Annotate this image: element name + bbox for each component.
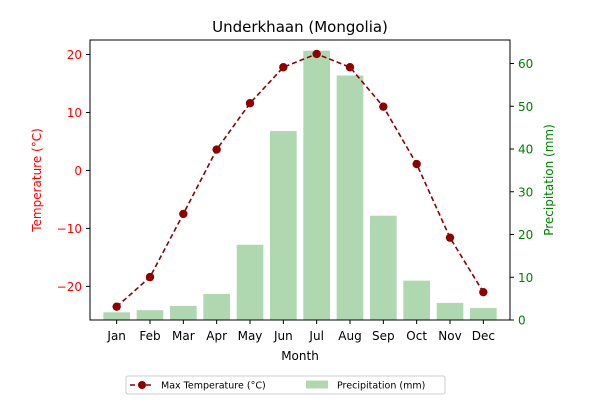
line-layer	[112, 49, 488, 311]
left-axis-label: Temperature (°C)	[30, 128, 44, 233]
right-y-tick-label: 0	[518, 314, 526, 328]
legend-bar-sample	[306, 380, 328, 389]
precipitation-bar	[270, 131, 297, 320]
right-y-tick-label: 50	[518, 100, 533, 114]
left-y-tick-label: −10	[57, 222, 82, 236]
x-tick-label: Jul	[308, 329, 323, 343]
legend-line-marker	[138, 381, 146, 389]
temperature-point	[112, 302, 121, 311]
temperature-point	[212, 145, 221, 154]
left-y-tick-label: 10	[67, 106, 82, 120]
temperature-point	[279, 63, 288, 72]
right-axis-label: Precipitation (mm)	[542, 124, 556, 236]
precipitation-bar	[303, 50, 330, 320]
temperature-point	[479, 287, 488, 297]
x-tick-label: Oct	[406, 329, 427, 343]
precipitation-bar	[370, 215, 397, 320]
legend-label-temperature: Max Temperature (°C)	[161, 381, 266, 392]
temperature-point	[312, 49, 321, 59]
right-y-tick-label: 40	[518, 143, 533, 157]
left-y-tick-label: 0	[74, 164, 82, 178]
precipitation-bar	[136, 310, 164, 320]
precipitation-bar	[336, 75, 364, 320]
left-y-tick-label: 20	[67, 48, 82, 62]
x-axis-label: Month	[281, 349, 319, 363]
temperature-point	[145, 272, 155, 282]
precipitation-bar	[236, 244, 264, 320]
x-tick-label: May	[238, 329, 263, 343]
x-tick-label: Sep	[372, 329, 395, 343]
x-tick-label: Apr	[206, 329, 227, 343]
x-tick-label: Nov	[438, 329, 461, 343]
x-tick-label: Dec	[472, 329, 495, 343]
right-y-tick-label: 20	[518, 228, 533, 242]
bars-layer	[103, 50, 497, 320]
temperature-point	[445, 233, 455, 242]
temperature-point	[379, 102, 388, 111]
precipitation-bar	[170, 305, 197, 320]
temperature-point	[412, 159, 421, 169]
right-y-tick-label: 30	[518, 185, 533, 199]
chart-legend: Max Temperature (°C) Precipitation (mm)	[125, 375, 446, 395]
plot-frame	[89, 39, 511, 321]
precipitation-bar	[203, 293, 230, 320]
precipitation-bar	[103, 312, 130, 320]
chart-title: Underkhaan (Mongolia)	[212, 18, 388, 36]
precipitation-bar	[403, 280, 430, 320]
right-y-tick-label: 60	[518, 57, 533, 71]
x-tick-label: Mar	[172, 329, 195, 343]
temperature-line	[116, 53, 485, 308]
temperature-point	[245, 98, 255, 108]
precipitation-bar	[436, 302, 464, 320]
right-y-tick-label: 10	[518, 271, 533, 285]
legend-label-precipitation: Precipitation (mm)	[337, 381, 425, 392]
temperature-point	[179, 209, 188, 219]
x-tick-label: Jan	[106, 329, 126, 343]
legend-frame	[125, 375, 446, 395]
x-tick-label: Aug	[338, 329, 361, 343]
precipitation-bar	[470, 308, 497, 320]
axes-layer: Jan Feb Mar Apr May Jun Jul Aug Sep Oct Nov Dec −20 −…	[57, 39, 533, 343]
temperature-point	[345, 63, 355, 72]
x-tick-label: Jun	[273, 329, 293, 343]
left-y-tick-label: −20	[57, 280, 82, 294]
x-tick-label: Feb	[139, 329, 160, 343]
